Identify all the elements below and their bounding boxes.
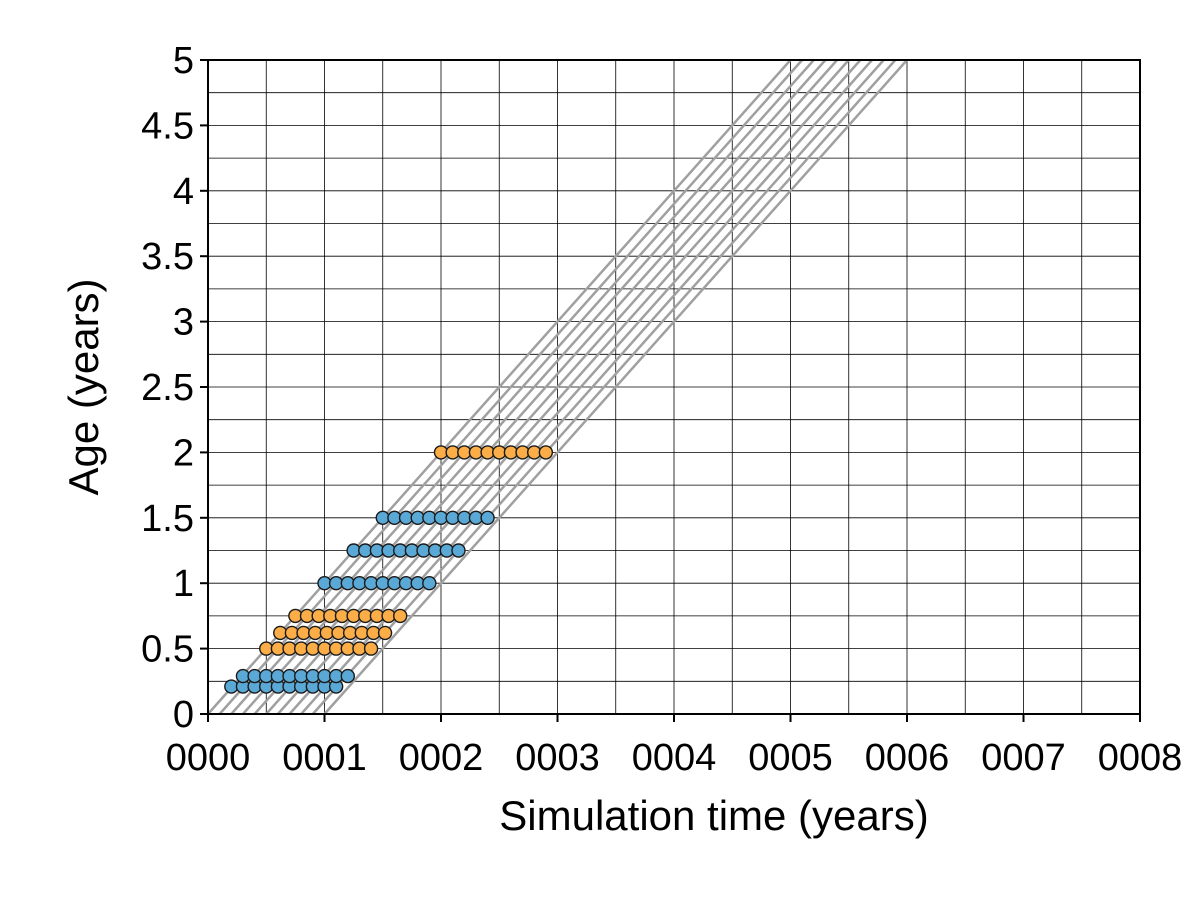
y-tick-label: 0.5 [141, 629, 194, 671]
cohort-line [218, 59, 804, 715]
y-tick-label: 3 [173, 302, 194, 344]
x-tick-label: 0008 [1098, 737, 1183, 779]
data-points [224, 445, 554, 694]
cohort-line [230, 59, 815, 715]
y-tick-label: 4 [173, 171, 194, 213]
y-tick-label: 5 [173, 40, 194, 82]
data-point [340, 668, 355, 684]
y-tick-label: 0 [173, 694, 194, 736]
y-tick-labels: 0 0.5 1 1.5 2 2.5 3 3.5 4 4.5 5 [141, 40, 194, 736]
cohort-line [276, 59, 862, 715]
cohort-line [300, 59, 885, 715]
cohort-line [242, 59, 827, 715]
cohort-line [207, 59, 792, 715]
data-point [377, 625, 393, 641]
y-tick-label: 4.5 [141, 105, 194, 147]
y-tick-label: 3.5 [141, 236, 194, 278]
data-point [393, 608, 408, 624]
y-tick-label: 1 [173, 563, 194, 605]
x-tick-label: 0007 [981, 737, 1066, 779]
data-point [363, 641, 379, 656]
cohort-line [288, 59, 873, 715]
y-tick-label: 2 [173, 432, 194, 474]
x-tick-label: 0005 [748, 737, 833, 779]
data-point [422, 576, 437, 591]
cohort-line [253, 59, 839, 715]
x-axis-label: Simulation time (years) [499, 792, 928, 839]
x-tick-label: 0003 [515, 737, 600, 779]
data-point [480, 510, 495, 525]
x-tick-label: 0004 [632, 737, 717, 779]
data-point [451, 543, 466, 558]
x-tick-labels: 0000 0001 0002 0003 0004 0005 0006 0007 0008 [166, 737, 1183, 779]
x-tick-label: 0002 [399, 737, 484, 779]
x-tick-label: 0006 [865, 737, 950, 779]
axis-ticks [200, 59, 1141, 722]
cohort-lines [207, 59, 908, 715]
data-point [538, 445, 554, 460]
cohort-line [323, 59, 908, 715]
cohort-line [265, 59, 850, 715]
x-tick-label: 0001 [282, 737, 367, 779]
y-axis-label: Age (years) [60, 278, 107, 495]
x-tick-label: 0000 [166, 737, 251, 779]
cohort-line [311, 59, 897, 715]
y-tick-label: 1.5 [141, 498, 194, 540]
y-tick-label: 2.5 [141, 367, 194, 409]
